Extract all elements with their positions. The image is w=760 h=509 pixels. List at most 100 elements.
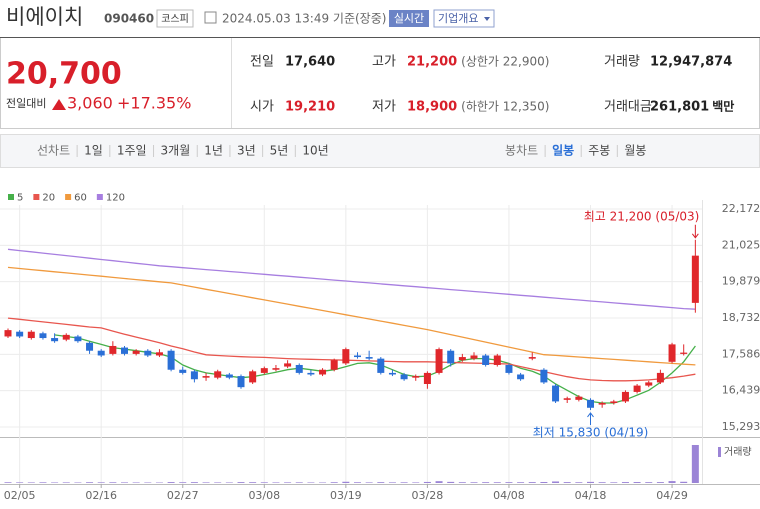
volume-bar (272, 482, 280, 483)
realtime-badge[interactable] (389, 10, 429, 27)
candle-body (528, 357, 536, 359)
y-tick-label: 15,293 (722, 420, 760, 433)
tab-group-label: 선차트 (37, 144, 70, 158)
candle-body (388, 372, 396, 375)
volume-bar (680, 481, 688, 483)
tab[interactable]: 월봉 (624, 144, 646, 158)
high-arrow (691, 224, 699, 239)
y-tick-label: 18,732 (722, 311, 760, 324)
candle-body (400, 374, 408, 380)
volume-bar (39, 482, 47, 483)
candle-body (97, 350, 105, 356)
tab[interactable]: 1주일 (117, 144, 147, 158)
legend-label: 20 (42, 193, 55, 204)
company-name: 비에이치 (6, 5, 83, 29)
volume-legend-label: 거래량 (724, 446, 752, 458)
volume-bar (365, 482, 373, 483)
candle-body (39, 333, 47, 339)
candle-body (680, 352, 688, 354)
volume-bar (190, 482, 198, 483)
overview[interactable]: 기업개요 (438, 12, 478, 25)
volume-bar (552, 481, 560, 483)
candle-body (575, 396, 583, 400)
x-tick-label: 04/29 (656, 489, 688, 502)
change: 3,060 (67, 94, 113, 113)
candle-body (284, 363, 292, 367)
volume-bar (16, 482, 24, 483)
candle-body (307, 372, 315, 375)
candle-body (27, 331, 35, 339)
volume-bar (598, 482, 606, 483)
candle-body (4, 330, 12, 337)
overview-button[interactable] (433, 9, 495, 28)
x-tick-label: 03/19 (330, 489, 362, 502)
candle-body (691, 255, 699, 303)
tab[interactable]: 3개월 (161, 144, 191, 158)
item-value: 17,640 (285, 55, 335, 70)
item-value: 18,900 (407, 100, 457, 115)
candle-body (668, 344, 676, 362)
volume-bar (458, 482, 466, 483)
candle-body (342, 349, 350, 364)
candle-body (470, 355, 478, 359)
volume-bar (540, 482, 548, 483)
volume-bar (237, 482, 245, 483)
candle-body (517, 374, 525, 380)
volume-bar (447, 481, 455, 483)
tab[interactable]: 주봉 (588, 144, 610, 158)
candle-body (237, 376, 245, 388)
candle-body (621, 391, 629, 402)
candle-body (179, 369, 187, 373)
y-tick-label: 19,879 (722, 275, 760, 288)
volume-bar (645, 482, 653, 483)
volume-bar (610, 482, 618, 483)
volume-bar (575, 482, 583, 483)
volume-bar (354, 482, 361, 483)
low-arrow (587, 412, 594, 425)
candle-body (610, 401, 618, 404)
candle-body (330, 360, 338, 370)
volume-bar (225, 482, 233, 483)
candle-body (62, 334, 70, 340)
tab[interactable]: 일봉 (552, 144, 574, 158)
item-label: 고가 (372, 55, 396, 70)
candle-body (447, 350, 455, 364)
item-label: 거래대금 (604, 100, 652, 115)
candle-body (458, 357, 466, 361)
tab[interactable]: 10년 (302, 144, 328, 158)
volume-bar (260, 482, 268, 483)
candle-body (16, 331, 24, 337)
candle-body (493, 355, 501, 365)
legend-swatch (65, 194, 72, 200)
tab[interactable]: 3년 (237, 144, 256, 158)
item-label: 전일 (250, 55, 274, 70)
tab[interactable]: 1일 (84, 144, 103, 158)
volume-bar (668, 481, 676, 483)
candle-body (377, 358, 385, 373)
volume-bar (51, 482, 59, 483)
candle-body (225, 374, 233, 378)
volume-bar (377, 482, 385, 483)
candle-body (435, 349, 443, 373)
volume-bar (4, 482, 12, 483)
legend-label: 120 (106, 193, 125, 204)
tab-group-label: 봉차트 (505, 144, 538, 158)
item-note: (하한가 12,350) (461, 100, 549, 114)
candle-body (144, 350, 152, 356)
timestamp: 2024.05.03 13:49 기준(장중) (222, 12, 386, 26)
y-tick-label: 16,439 (722, 384, 760, 397)
candle-body (249, 371, 257, 383)
volume-bar (295, 482, 303, 483)
realtime[interactable]: 실시간 (394, 12, 424, 25)
candle-body (365, 357, 373, 359)
legend-label: 60 (74, 193, 87, 204)
tab[interactable]: 1년 (204, 144, 223, 158)
ma-line (7, 248, 696, 310)
volume-bar (27, 482, 35, 483)
item-value: 21,200 (407, 55, 457, 70)
market: 코스피 (161, 13, 189, 25)
tab[interactable]: 5년 (270, 144, 289, 158)
volume-bar (307, 482, 315, 483)
x-tick-label: 02/27 (167, 489, 199, 502)
candle-body (272, 368, 280, 370)
